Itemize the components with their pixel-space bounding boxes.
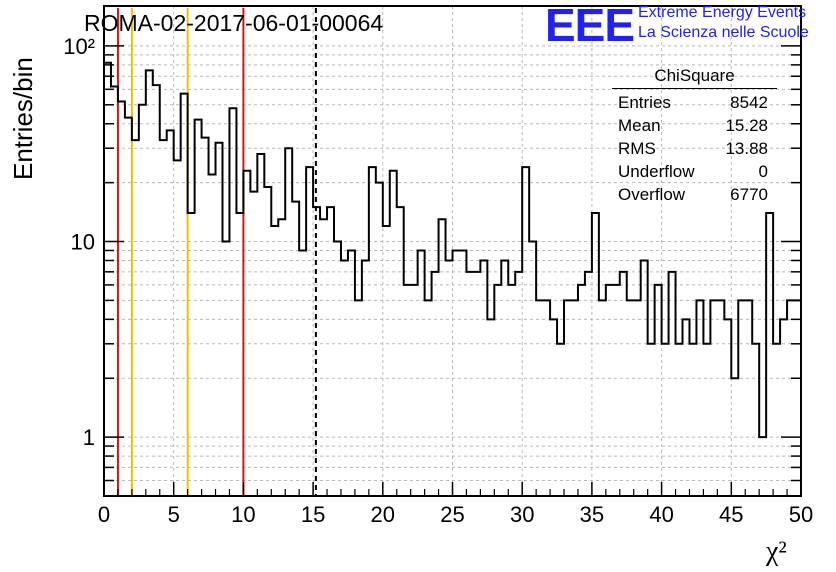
plot-title: ROMA-02-2017-06-01-00064 [84, 10, 384, 36]
eee-logo: EEE [545, 0, 635, 51]
stats-row: Overflow 6770 [612, 183, 777, 206]
axis-ticks [103, 45, 802, 497]
stats-row: Entries 8542 [612, 91, 777, 114]
x-tick-label: 40 [649, 502, 673, 527]
stats-label: RMS [618, 139, 656, 158]
stats-label: Mean [618, 116, 661, 135]
stats-box: ChiSquare Entries 8542 Mean 15.28 RMS 13.88… [612, 66, 777, 206]
logo-line-2: La Scienza nelle Scuole [638, 24, 809, 41]
x-tick-label: 45 [719, 502, 743, 527]
stats-label: Overflow [618, 185, 686, 204]
stats-value: 6770 [730, 185, 768, 204]
x-tick-label: 15 [301, 502, 325, 527]
y-tick-label: 10² [63, 34, 95, 59]
stats-value: 13.88 [725, 139, 768, 158]
x-tick-label: 20 [371, 502, 395, 527]
stats-title: ChiSquare [612, 66, 777, 89]
x-tick-label: 50 [789, 502, 813, 527]
x-tick-label: 0 [98, 502, 110, 527]
y-axis-label: Entries/bin [8, 57, 38, 180]
logo-line-1: Extreme Energy Events [638, 4, 807, 21]
stats-row: Underflow 0 [612, 160, 777, 183]
y-tick-label: 1 [83, 425, 95, 450]
stats-label: Entries [618, 93, 671, 112]
y-tick-label: 10 [71, 230, 95, 255]
x-tick-label: 25 [440, 502, 464, 527]
x-tick-label: 5 [168, 502, 180, 527]
x-tick-label: 35 [580, 502, 604, 527]
stats-row: RMS 13.88 [612, 137, 777, 160]
grid-lines [104, 6, 801, 497]
stats-value: 15.28 [725, 116, 768, 135]
stats-label: Underflow [618, 162, 695, 181]
tick-labels: 0 5 10 15 20 25 30 35 40 45 50 1 10 10² [63, 34, 813, 527]
histogram-series [104, 61, 801, 439]
stats-value: 0 [758, 162, 768, 181]
stats-row: Mean 15.28 [612, 114, 777, 137]
x-axis-label: χ² [766, 536, 787, 567]
vertical-reference-lines [116, 8, 317, 496]
x-tick-label: 10 [231, 502, 255, 527]
stats-value: 8542 [730, 93, 768, 112]
x-tick-label: 30 [510, 502, 534, 527]
